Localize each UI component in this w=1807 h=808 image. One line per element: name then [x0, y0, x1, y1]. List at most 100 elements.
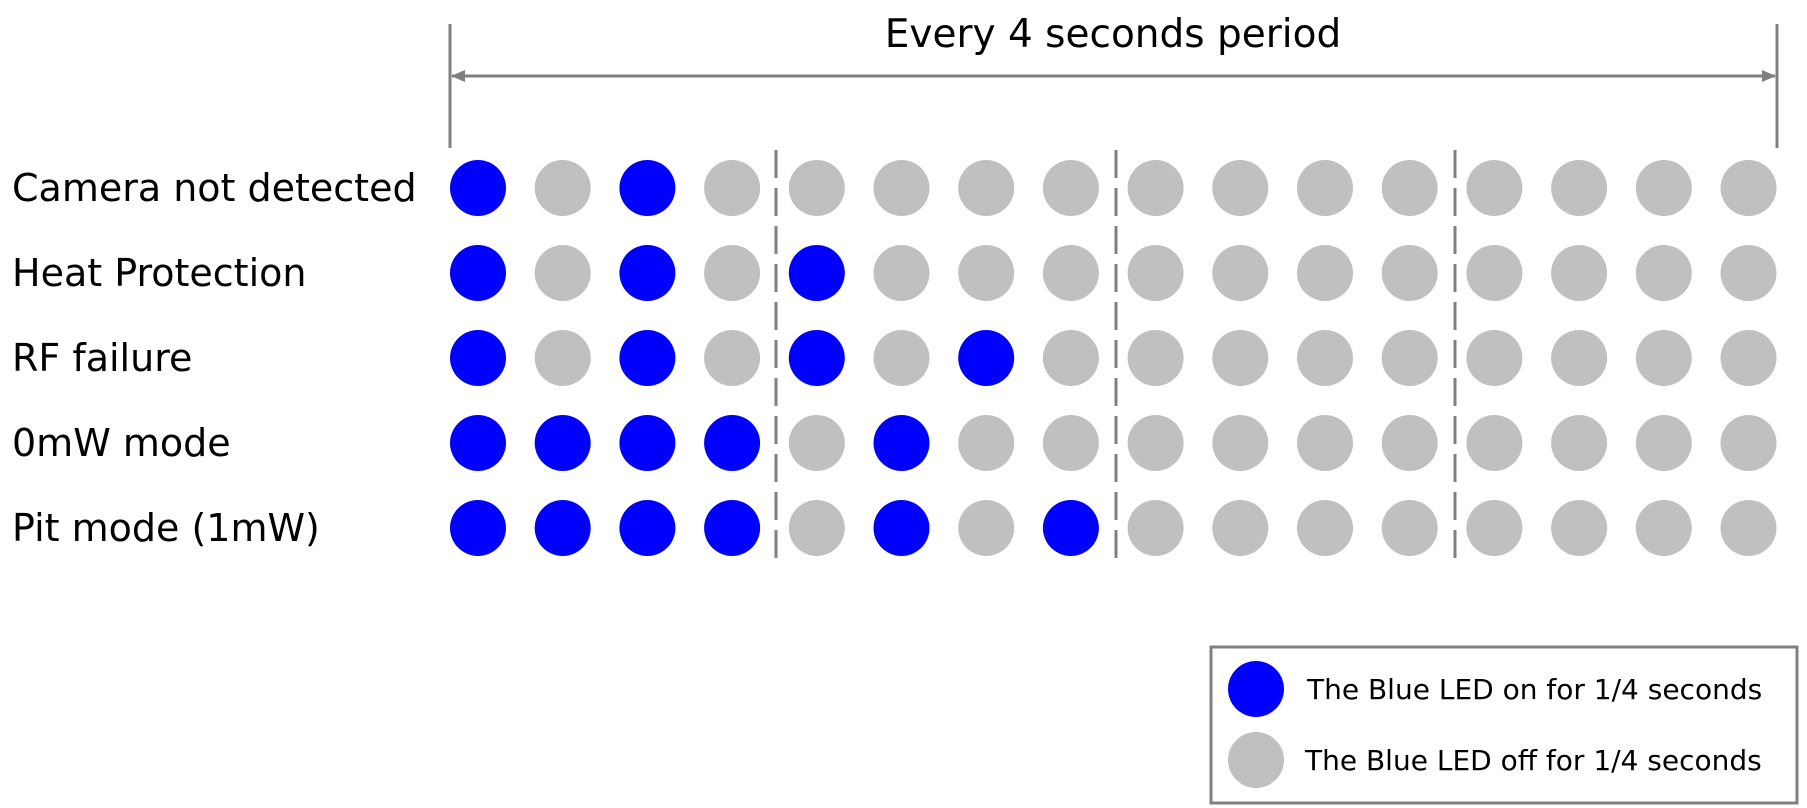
led-off-dot [1127, 245, 1184, 301]
led-on-dot [619, 160, 676, 216]
row-label: Camera not detected [12, 166, 417, 210]
led-off-dot [1212, 245, 1269, 301]
led-off-dot [704, 330, 761, 386]
led-off-dot [1635, 500, 1692, 556]
led-off-dot [1720, 415, 1777, 471]
led-on-dot [450, 500, 506, 556]
led-off-dot [1551, 415, 1608, 471]
led-on-dot [873, 500, 930, 556]
led-off-dot [1635, 330, 1692, 386]
led-off-dot [1381, 415, 1438, 471]
legend-on-dot [1228, 661, 1284, 717]
led-off-dot [1297, 415, 1353, 471]
led-off-dot [1466, 160, 1523, 216]
led-off-dot [1551, 330, 1608, 386]
led-off-dot [1042, 245, 1099, 301]
led-off-dot [1297, 160, 1353, 216]
led-off-dot [704, 245, 761, 301]
led-off-dot [1127, 500, 1184, 556]
led-on-dot [619, 500, 676, 556]
led-off-dot [1635, 245, 1692, 301]
led-on-dot [619, 415, 676, 471]
led-off-dot [1381, 245, 1438, 301]
led-off-dot [1720, 330, 1777, 386]
led-on-dot [704, 500, 761, 556]
row-label: Pit mode (1mW) [12, 506, 320, 550]
led-off-dot [1042, 160, 1099, 216]
led-on-dot [704, 415, 761, 471]
led-rows: Camera not detected Heat Protection RF fai… [12, 160, 1777, 556]
led-off-dot [1212, 500, 1269, 556]
led-off-dot [1297, 500, 1353, 556]
led-off-dot [704, 160, 761, 216]
led-row: 0mW mode [12, 415, 1777, 471]
second-dividers [774, 150, 1457, 568]
led-off-dot [1381, 160, 1438, 216]
led-off-dot [788, 160, 845, 216]
led-off-dot [1466, 415, 1523, 471]
led-on-dot [873, 415, 930, 471]
led-off-dot [958, 160, 1015, 216]
period-label: Every 4 seconds period [885, 12, 1341, 57]
led-off-dot [1127, 160, 1184, 216]
legend-box [1209, 645, 1799, 805]
led-off-dot [1551, 160, 1608, 216]
legend: The Blue LED on for 1/4 seconds The Blue… [1209, 645, 1799, 805]
led-off-dot [1042, 415, 1099, 471]
led-on-dot [1042, 500, 1099, 556]
led-off-dot [1466, 330, 1523, 386]
led-off-dot [788, 500, 845, 556]
led-on-dot [450, 160, 506, 216]
led-off-dot [1551, 500, 1608, 556]
led-off-dot [1635, 415, 1692, 471]
led-on-dot [958, 330, 1015, 386]
led-off-dot [1720, 160, 1777, 216]
led-off-dot [1466, 500, 1523, 556]
row-label: RF failure [12, 336, 192, 380]
led-off-dot [1381, 500, 1438, 556]
led-off-dot [534, 330, 591, 386]
legend-off-dot [1228, 732, 1284, 788]
led-on-dot [450, 245, 506, 301]
led-off-dot [1720, 500, 1777, 556]
led-on-dot [534, 500, 591, 556]
led-off-dot [1212, 415, 1269, 471]
led-off-dot [1466, 245, 1523, 301]
led-off-dot [1381, 330, 1438, 386]
led-off-dot [1635, 160, 1692, 216]
led-row: Heat Protection [12, 245, 1777, 301]
led-off-dot [1127, 415, 1184, 471]
led-off-dot [873, 330, 930, 386]
led-off-dot [1720, 245, 1777, 301]
led-on-dot [534, 415, 591, 471]
led-on-dot [619, 245, 676, 301]
led-off-dot [958, 500, 1015, 556]
legend-on-label: The Blue LED on for 1/4 seconds [1306, 673, 1762, 706]
led-off-dot [534, 160, 591, 216]
led-off-dot [788, 415, 845, 471]
led-on-dot [619, 330, 676, 386]
led-off-dot [873, 160, 930, 216]
led-off-dot [1042, 330, 1099, 386]
led-off-dot [1297, 330, 1353, 386]
led-on-dot [450, 330, 506, 386]
led-off-dot [1297, 245, 1353, 301]
led-off-dot [958, 415, 1015, 471]
led-row: RF failure [12, 330, 1777, 386]
row-label: 0mW mode [12, 421, 231, 465]
led-on-dot [450, 415, 506, 471]
led-row: Pit mode (1mW) [12, 500, 1777, 556]
led-on-dot [788, 245, 845, 301]
led-off-dot [1212, 160, 1269, 216]
row-label: Heat Protection [12, 251, 306, 295]
led-off-dot [534, 245, 591, 301]
led-off-dot [1212, 330, 1269, 386]
led-row: Camera not detected [12, 160, 1777, 216]
led-on-dot [788, 330, 845, 386]
led-off-dot [873, 245, 930, 301]
legend-off-label: The Blue LED off for 1/4 seconds [1304, 744, 1762, 777]
led-off-dot [1127, 330, 1184, 386]
led-off-dot [1551, 245, 1608, 301]
led-off-dot [958, 245, 1015, 301]
